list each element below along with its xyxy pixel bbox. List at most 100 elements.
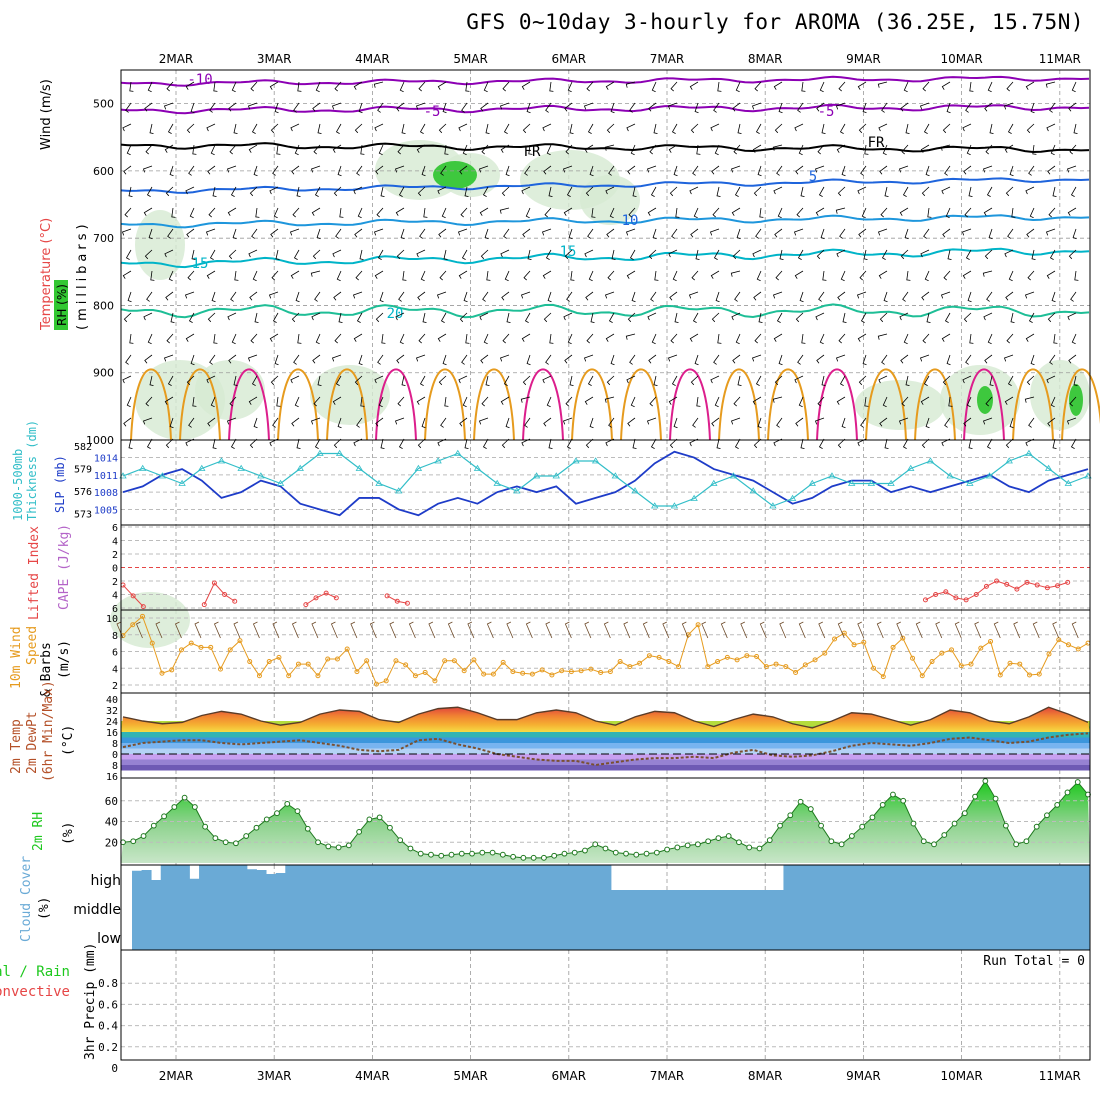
wind-speed-point [968, 661, 974, 667]
wind-barb [815, 312, 825, 321]
wind-barb [378, 396, 384, 408]
wind-barb [607, 270, 615, 281]
contour-label: -5 [818, 104, 835, 120]
thickness-point [887, 479, 895, 486]
wind-barb [1003, 354, 1014, 362]
cloud-high-bar [1080, 865, 1091, 890]
wind-barb [984, 249, 993, 260]
wind-barb [1070, 186, 1077, 197]
precip-frame [120, 949, 1091, 1061]
wind-speed-point [910, 655, 916, 661]
wind-barb [752, 396, 762, 405]
contour-line-10 [120, 214, 1090, 229]
date-label-bottom: 2MAR [159, 1069, 194, 1083]
rh-point [807, 806, 814, 812]
wind-barb [696, 396, 701, 407]
wind-barb [623, 621, 631, 639]
contour-line-warm [375, 368, 417, 441]
wind-barb [773, 81, 783, 90]
wind-barb [585, 186, 594, 197]
slp-tick-label: 1014 [94, 454, 118, 465]
wind-barb [212, 438, 217, 449]
wind-barb [419, 123, 426, 134]
date-label-top: 10MAR [941, 52, 983, 66]
wind-barb [270, 375, 279, 386]
rh-point [1023, 838, 1030, 845]
wind-barb [668, 144, 678, 153]
wind-barb [289, 228, 300, 236]
wind-speed-point [812, 657, 818, 663]
wind-speed-point [393, 658, 399, 664]
temp-tick-label: 0 [112, 750, 118, 761]
wind-barb [169, 165, 174, 177]
lifted-index-point [933, 592, 939, 597]
date-label-top: 2MAR [159, 52, 194, 66]
rh-point [623, 850, 629, 857]
wind-speed-point [1027, 672, 1033, 678]
wind-barb [313, 396, 321, 407]
cloud-high-bar [553, 865, 564, 890]
wind-barb [377, 249, 384, 260]
contour-line-warm [130, 368, 172, 441]
wind-barb [418, 333, 426, 344]
wind-barb [691, 270, 699, 281]
wind-barb [921, 186, 930, 197]
wind-barb [671, 228, 678, 239]
wind-barb [564, 102, 573, 112]
rh-tick-label: 60 [105, 795, 118, 808]
rh-tick-label: 40 [105, 816, 118, 829]
wind-barb [188, 165, 195, 176]
wind-speed-point [227, 647, 233, 653]
wind-barb [669, 438, 678, 449]
rh-point [520, 854, 527, 861]
wind-barb [566, 291, 573, 302]
wind-barb [879, 312, 888, 323]
wind-barb [1003, 102, 1014, 110]
wind-barb [605, 81, 615, 90]
wind-barb [927, 207, 932, 218]
wind-barb [836, 249, 846, 258]
wind-barb [1028, 417, 1035, 428]
wind-barb [570, 270, 575, 281]
wind-barb [397, 396, 405, 407]
wind-barb [248, 144, 258, 153]
wind-barb [772, 396, 783, 403]
wind-barb [520, 396, 531, 403]
lifted-index-tick-label: 0 [112, 564, 118, 575]
wind-barb [401, 123, 406, 134]
cloud-high-bar [170, 865, 181, 890]
lifted-index-point [1034, 582, 1040, 588]
wind-barb [350, 621, 358, 639]
rh-point [1054, 802, 1061, 808]
wind-barb [369, 621, 377, 639]
wind-barb [209, 249, 216, 260]
thickness-point [434, 457, 442, 464]
wind-barb [989, 123, 994, 134]
wind-barb [290, 375, 300, 384]
wind-barb [777, 207, 783, 219]
wind-barb [1052, 186, 1057, 197]
wind-barb [563, 312, 573, 321]
wind-barb [586, 333, 594, 344]
wind-speed-point [754, 654, 760, 660]
wind-barb [838, 81, 846, 92]
wind-barb [1045, 228, 1056, 236]
wind-barb [332, 249, 342, 258]
wind-barb [945, 207, 951, 219]
thickness-point [395, 487, 403, 494]
wind-tick-label: 6 [112, 648, 118, 659]
wind-barb [502, 81, 510, 92]
wind10m-axis-label-3: & Barbs [39, 642, 54, 697]
wind-barb [523, 270, 531, 281]
wind-barb [333, 186, 342, 197]
wind-barb [944, 312, 951, 323]
wind-barb [174, 621, 182, 639]
wind-barb [317, 375, 322, 386]
date-label-bottom: 10MAR [941, 1069, 983, 1083]
temp-tick-label: 40 [106, 695, 118, 706]
cloud-high-bar [361, 865, 372, 890]
wind-barb [711, 165, 720, 175]
wind-barb [1007, 228, 1014, 239]
wind-barb [819, 81, 825, 93]
wind-barb [334, 333, 342, 344]
